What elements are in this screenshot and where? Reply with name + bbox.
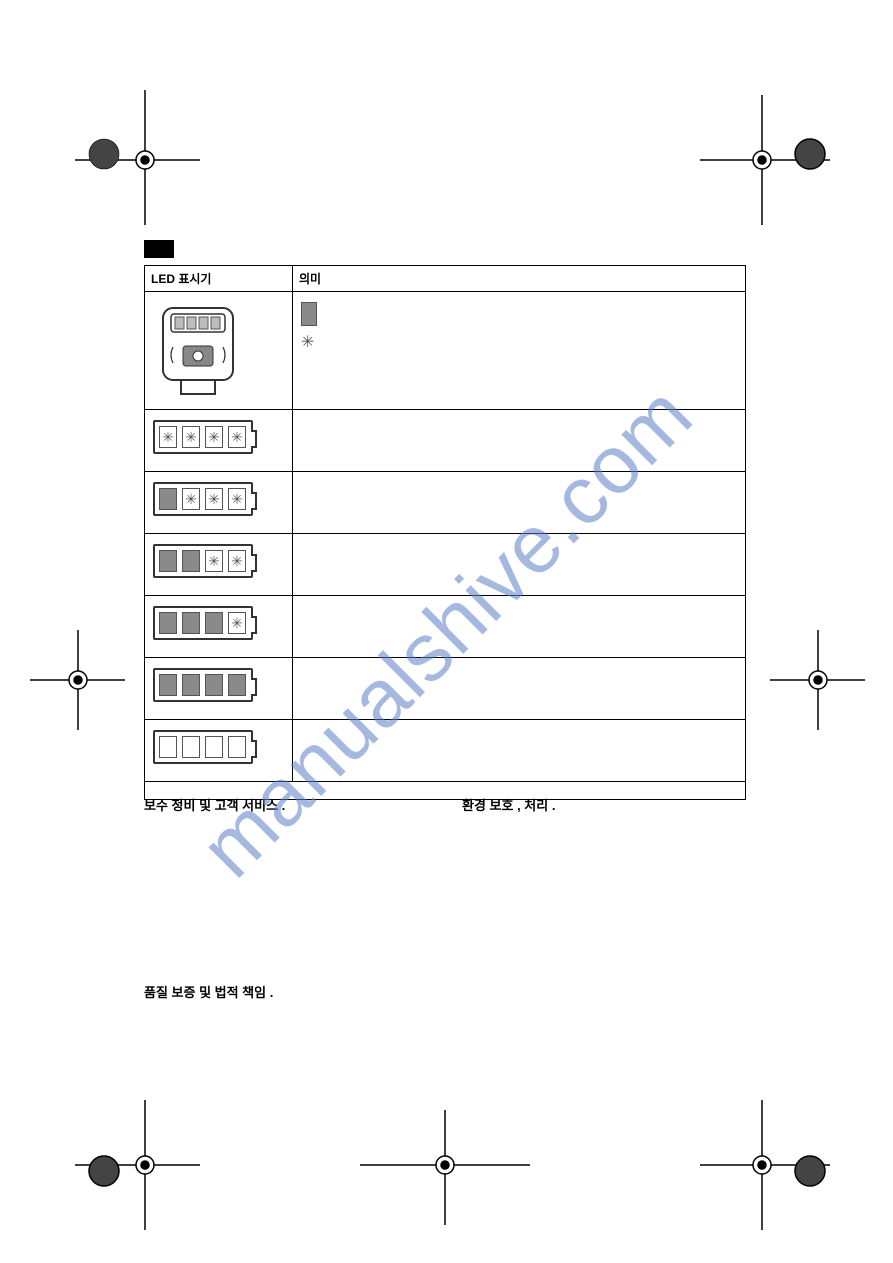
- legend-solid-icon: [301, 302, 317, 326]
- battery-icon: ✳✳: [153, 544, 253, 578]
- main-content: LED 표시기 의미: [144, 265, 746, 800]
- charger-icon: [153, 302, 243, 396]
- heading-warranty: 품질 보증 및 법적 책임 .: [144, 982, 273, 1001]
- header-left: LED 표시기: [145, 266, 293, 292]
- battery-icon: ✳: [153, 606, 253, 640]
- battery-icon: [153, 730, 253, 764]
- section-marker: [144, 240, 174, 258]
- heading-environment: 환경 보호 , 처리 .: [462, 795, 555, 814]
- header-right: 의미: [293, 266, 746, 292]
- table-row: [145, 720, 746, 782]
- cell-legend: ✳: [293, 292, 746, 410]
- battery-icon: ✳✳✳: [153, 482, 253, 516]
- battery-icon: [153, 668, 253, 702]
- led-indicator-table: LED 표시기 의미: [144, 265, 746, 800]
- legend-flash-icon: ✳: [301, 332, 314, 352]
- battery-icon: ✳✳✳✳: [153, 420, 253, 454]
- cell-charger: [145, 292, 293, 410]
- table-header-row: LED 표시기 의미: [145, 266, 746, 292]
